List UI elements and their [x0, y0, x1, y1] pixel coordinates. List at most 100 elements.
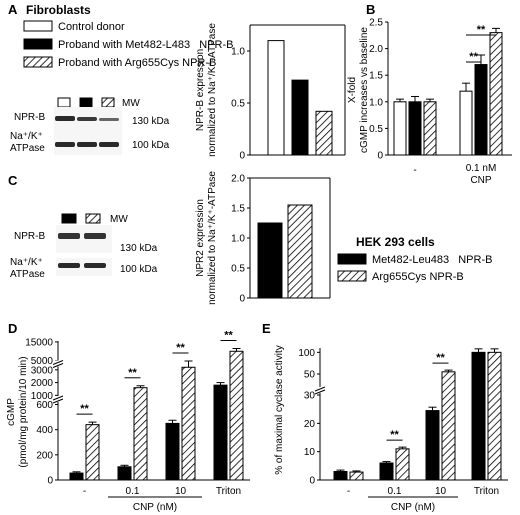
legend-label-arg655cys: Proband with Arg655Cys NPR-B — [58, 57, 216, 69]
blot-row-label: Na⁺/K⁺ — [10, 131, 43, 142]
y-axis-label-line: X-fold — [347, 77, 358, 103]
bar — [441, 371, 456, 481]
y-axis-label: cGMP(pmol/mg protein/10 min) — [6, 356, 29, 467]
significance-label: ** — [477, 24, 486, 36]
y-tick-label: 2000 — [31, 378, 54, 389]
bar — [395, 448, 410, 481]
bar — [425, 410, 440, 481]
y-axis-label-line: cGMP — [6, 398, 17, 426]
western-blot-c: MW NPR-B 130 kDa Na⁺/K⁺ ATPase 100 kDa — [10, 213, 158, 280]
blot-membrane — [54, 107, 122, 137]
legend-label-control: Control donor — [58, 21, 125, 33]
bar — [333, 471, 348, 481]
bar — [117, 466, 132, 481]
significance-label: ** — [176, 342, 185, 354]
legend-label-met482: Proband with Met482-L483 NPR-B — [58, 39, 233, 51]
panel-letter-e: E — [262, 321, 271, 336]
legend-label-met482: Met482-Leu483 NPR-B — [372, 254, 492, 266]
axis-break-mark — [52, 363, 64, 368]
legend-swatch-met482 — [337, 253, 367, 265]
blot-size-label: 130 kDa — [132, 116, 170, 127]
blot-row-label: Na⁺/K⁺ — [10, 257, 43, 268]
blot-membrane — [56, 258, 112, 276]
y-tick-label: 20 — [304, 419, 316, 430]
x-group-label: - — [83, 486, 86, 497]
blot-band — [99, 142, 119, 147]
bar — [69, 472, 84, 481]
blot-band — [55, 142, 75, 147]
panel-a-heading: Fibroblasts — [26, 3, 91, 17]
y-axis-label-line: % of maximal cyclase activity — [274, 345, 285, 474]
panel-letter-b: B — [366, 2, 375, 17]
bar — [459, 90, 473, 156]
y-tick-label: 1.5 — [369, 71, 383, 82]
y-tick-label: 0.5 — [369, 124, 383, 135]
y-axis-label-line: cGMP increases vs baseline — [359, 27, 370, 153]
bar — [393, 101, 407, 156]
blot-row-label: NPR-B — [14, 231, 45, 242]
y-axis-label: NPR2 expressionnormalized to Na⁺/K⁺-ATPa… — [195, 171, 218, 305]
blot-lane-key-arg655cys — [101, 97, 115, 108]
y-tick-label: 400 — [36, 425, 53, 436]
y-tick-label: 50 — [304, 370, 316, 381]
blot-mw-label: MW — [110, 214, 128, 225]
bar — [487, 351, 502, 481]
panel-letter-c: C — [8, 173, 18, 188]
significance-label: ** — [128, 367, 137, 379]
bar — [181, 366, 196, 481]
x-group-label: 10 — [435, 486, 447, 497]
x-group-label: 0.1 — [126, 486, 140, 497]
bar — [471, 351, 486, 481]
y-tick-label: 600 — [36, 400, 53, 411]
significance-label: ** — [224, 329, 233, 341]
y-axis-label: % of maximal cyclase activity — [274, 345, 285, 474]
y-axis-label-line: (pmol/mg protein/10 min) — [18, 356, 29, 467]
y-axis-label-line: NPR2 expression — [195, 199, 206, 277]
blot-lane-key-control — [57, 97, 71, 108]
chart-c: 0 0.5 1.0 1.5 2.0 NPR2 expressionnormalized t… — [195, 171, 331, 305]
blot-band — [58, 233, 80, 239]
blot-row-label: ATPase — [10, 143, 45, 154]
axis-break-mark — [52, 398, 64, 404]
bar — [408, 101, 422, 156]
y-axis-label: X-foldcGMP increases vs baseline — [347, 27, 370, 153]
legend-swatch-arg655cys — [23, 56, 53, 68]
y-tick-label: 1.0 — [231, 47, 245, 58]
y-tick-label: 10 — [304, 447, 316, 458]
y-tick-label: 1.0 — [231, 234, 245, 245]
y-tick-label: 0.5 — [231, 264, 245, 275]
legend-swatch-arg655cys — [337, 270, 367, 282]
blot-row-label: ATPase — [10, 269, 45, 280]
axis-break-mark — [52, 395, 64, 401]
axis-break-mark — [52, 360, 64, 365]
blot-lane-key-met482 — [61, 213, 77, 224]
legend-label-arg655cys: Arg655Cys NPR-B — [372, 271, 464, 283]
bar — [291, 79, 309, 156]
bar — [489, 32, 503, 156]
legend-swatch-met482 — [23, 38, 53, 50]
x-group-label: - — [347, 486, 350, 497]
y-tick-label: 200 — [36, 450, 53, 461]
y-axis-label: NPR-B expressionnormalized to Na⁺/K⁺-ATP… — [195, 23, 218, 157]
blot-band — [58, 263, 80, 268]
x-group-label: 0.1 nM — [466, 163, 497, 174]
axis-break-gap — [53, 396, 63, 402]
significance-label: ** — [436, 352, 445, 364]
bar — [287, 204, 313, 299]
bar — [165, 422, 180, 481]
y-tick-label: 2.0 — [369, 44, 383, 55]
x-group-label: Triton — [216, 486, 241, 497]
axis-break-mark — [314, 389, 326, 395]
axis-break-gap — [315, 387, 325, 393]
y-tick-label: 2.5 — [369, 18, 383, 29]
western-blot-a: MW NPR-B 130 kDa Na⁺/K⁺ ATPase 100 kDa — [10, 97, 170, 155]
panel-letter-a: A — [8, 2, 18, 17]
bar — [85, 424, 100, 481]
blot-band — [99, 118, 119, 121]
significance-label: ** — [80, 403, 89, 415]
y-tick-label: 1.5 — [231, 204, 245, 215]
blot-size-label: 130 kDa — [120, 243, 158, 254]
chart-a: 0 0.5 1.0 NPR-B expressionnormalized to Na⁺… — [195, 23, 346, 162]
